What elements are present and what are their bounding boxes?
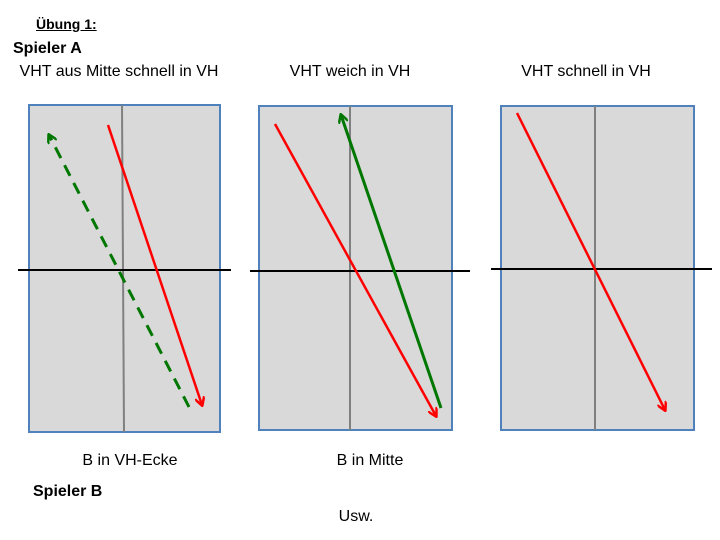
- panel-2-caption: VHT weich in VH: [289, 63, 411, 80]
- court-panel-1: [18, 104, 231, 433]
- court-panel-3: [491, 105, 712, 431]
- court-2-green-arrow: [341, 115, 443, 409]
- court-3-red-arrow: [515, 112, 665, 410]
- footer-usw: Usw.: [338, 508, 374, 525]
- court-1-red-arrow: [106, 124, 202, 405]
- court-1-green-dashed-arrow: [49, 135, 191, 408]
- court-panel-2: [250, 105, 470, 431]
- panel-2-bottom-label: B in Mitte: [336, 452, 404, 469]
- court-2-red-arrow: [273, 123, 436, 416]
- player-a-label: Spieler A: [13, 40, 82, 57]
- player-b-label: Spieler B: [33, 483, 103, 500]
- exercise-title: Übung 1:: [36, 16, 97, 32]
- panel-3-caption: VHT schnell in VH: [521, 63, 651, 80]
- court-1-center-line: [121, 104, 125, 433]
- panel-1-caption: VHT aus Mitte schnell in VH: [19, 63, 219, 80]
- panel-1-bottom-label: B in VH-Ecke: [82, 452, 178, 469]
